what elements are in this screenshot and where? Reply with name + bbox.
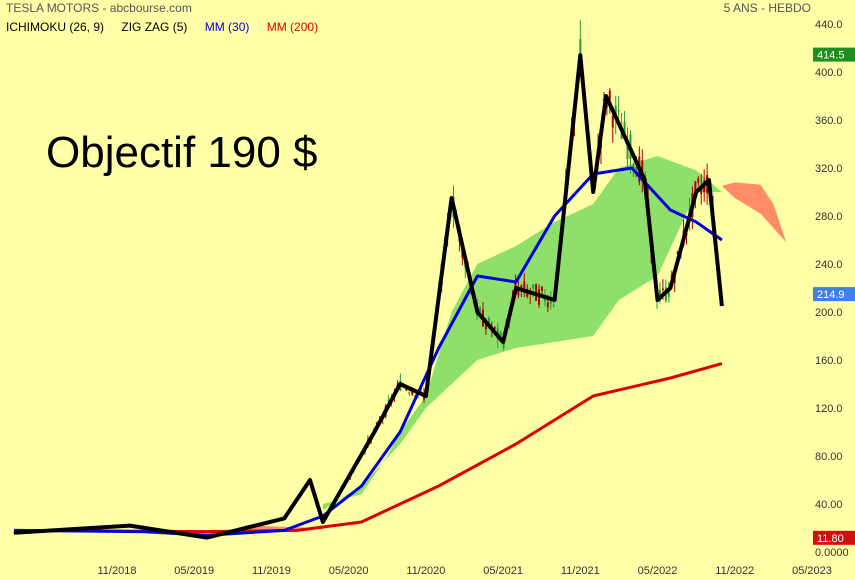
candle-body xyxy=(676,251,679,254)
x-tick-label: 05/2020 xyxy=(329,565,369,577)
badge-high-box xyxy=(813,47,855,62)
candle-body xyxy=(579,39,582,55)
x-tick-label: 05/2019 xyxy=(174,565,214,577)
candle-body xyxy=(499,331,502,337)
legend-ichimoku: ICHIMOKU (26, 9) xyxy=(6,20,105,34)
chart-title: TESLA MOTORS - abcbourse.com xyxy=(6,1,192,15)
badge-low-box xyxy=(813,530,855,545)
candle-body xyxy=(13,532,15,534)
candle-body xyxy=(694,181,697,197)
zigzag-line xyxy=(13,53,724,540)
y-tick-label: 240.0 xyxy=(815,259,843,271)
candle-body xyxy=(405,388,408,391)
candle-body xyxy=(611,115,614,128)
x-tick-label: 05/2023 xyxy=(792,565,832,577)
y-tick-label: 440.0 xyxy=(815,19,843,31)
candle-body xyxy=(614,105,617,118)
candle-body xyxy=(617,110,620,112)
y-tick-label: 160.0 xyxy=(815,355,843,367)
mm30-line xyxy=(13,166,723,537)
y-tick-label: 320.0 xyxy=(815,163,843,175)
y-tick-labels: 440.0 400.0 360.0 320.0 280.0 240.0 200.0 160.0… xyxy=(815,19,849,559)
x-tick-label: 11/2018 xyxy=(97,565,136,577)
y-tick-label: 360.0 xyxy=(815,115,843,127)
x-tick-labels: 11/2018 05/2019 11/2019 05/2020 11/2020 05/20… xyxy=(97,565,831,577)
candle-body xyxy=(523,281,526,293)
candle-body xyxy=(552,304,555,306)
y-tick-label: 400.0 xyxy=(815,67,843,79)
candle-body xyxy=(549,297,552,305)
candle-body xyxy=(540,286,543,291)
series-lines xyxy=(13,53,724,540)
candle-body xyxy=(411,391,414,395)
y-tick-label: 80.00 xyxy=(815,451,843,463)
x-tick-label: 11/2019 xyxy=(252,565,291,577)
candle-body xyxy=(546,302,549,308)
candle-body xyxy=(517,287,520,296)
candle-body xyxy=(661,288,664,291)
y-tick-label: 0.0000 xyxy=(815,547,849,559)
y-tick-label: 200.0 xyxy=(815,307,843,319)
cloud-bear-future xyxy=(721,182,787,243)
badge-low-label: 11.80 xyxy=(817,533,844,545)
x-tick-label: 05/2022 xyxy=(638,565,678,577)
x-tick-label: 05/2021 xyxy=(483,565,523,577)
candle-body xyxy=(520,285,523,289)
candle-body xyxy=(387,399,390,402)
legend-mm200: MM (200) xyxy=(266,20,319,34)
legend-zigzag: ZIG ZAG (5) xyxy=(121,20,188,34)
candle-body xyxy=(487,317,490,327)
badge-high-label: 414.5 xyxy=(817,50,845,62)
candle-body xyxy=(479,308,482,313)
x-tick-label: 11/2020 xyxy=(406,565,445,577)
candle-body xyxy=(532,284,535,289)
annotation-objective: Objectif 190 $ xyxy=(46,128,318,177)
candle-body xyxy=(626,140,629,159)
indicator-legend: ICHIMOKU (26, 9) ZIG ZAG (5) MM (30) MM … xyxy=(6,20,332,34)
candle-body xyxy=(408,392,411,394)
y-tick-label: 280.0 xyxy=(815,211,843,223)
candle-body xyxy=(632,164,635,170)
x-tick-label: 11/2022 xyxy=(715,565,754,577)
chart-period: 5 ANS - HEBDO xyxy=(723,1,811,15)
candle-body xyxy=(502,342,505,348)
candle-body xyxy=(667,287,670,297)
badge-last-label: 214.9 xyxy=(817,289,845,301)
badge-last-box xyxy=(813,287,855,302)
candle-body xyxy=(623,122,626,138)
candle-body xyxy=(697,178,700,183)
y-tick-label: 120.0 xyxy=(815,403,843,415)
price-badges: 414.5 214.9 11.80 xyxy=(813,47,855,545)
candle-body xyxy=(484,323,487,330)
candle-body xyxy=(608,90,611,101)
cloud-bull-main xyxy=(322,156,722,510)
x-tick-label: 11/2021 xyxy=(561,565,600,577)
candle-body xyxy=(700,186,703,195)
candle-body xyxy=(493,327,496,329)
y-tick-label: 40.00 xyxy=(815,499,843,511)
legend-mm30: MM (30) xyxy=(204,20,250,34)
candle-body xyxy=(641,160,644,179)
